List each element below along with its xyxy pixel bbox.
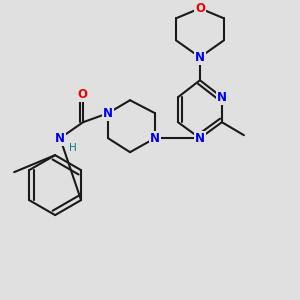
Text: N: N bbox=[55, 132, 65, 145]
Text: N: N bbox=[195, 51, 205, 64]
Text: N: N bbox=[103, 107, 113, 120]
Text: N: N bbox=[150, 132, 160, 145]
Text: N: N bbox=[195, 132, 205, 145]
Text: O: O bbox=[77, 88, 87, 101]
Text: O: O bbox=[195, 2, 205, 15]
Text: N: N bbox=[217, 91, 227, 104]
Text: H: H bbox=[69, 143, 77, 153]
